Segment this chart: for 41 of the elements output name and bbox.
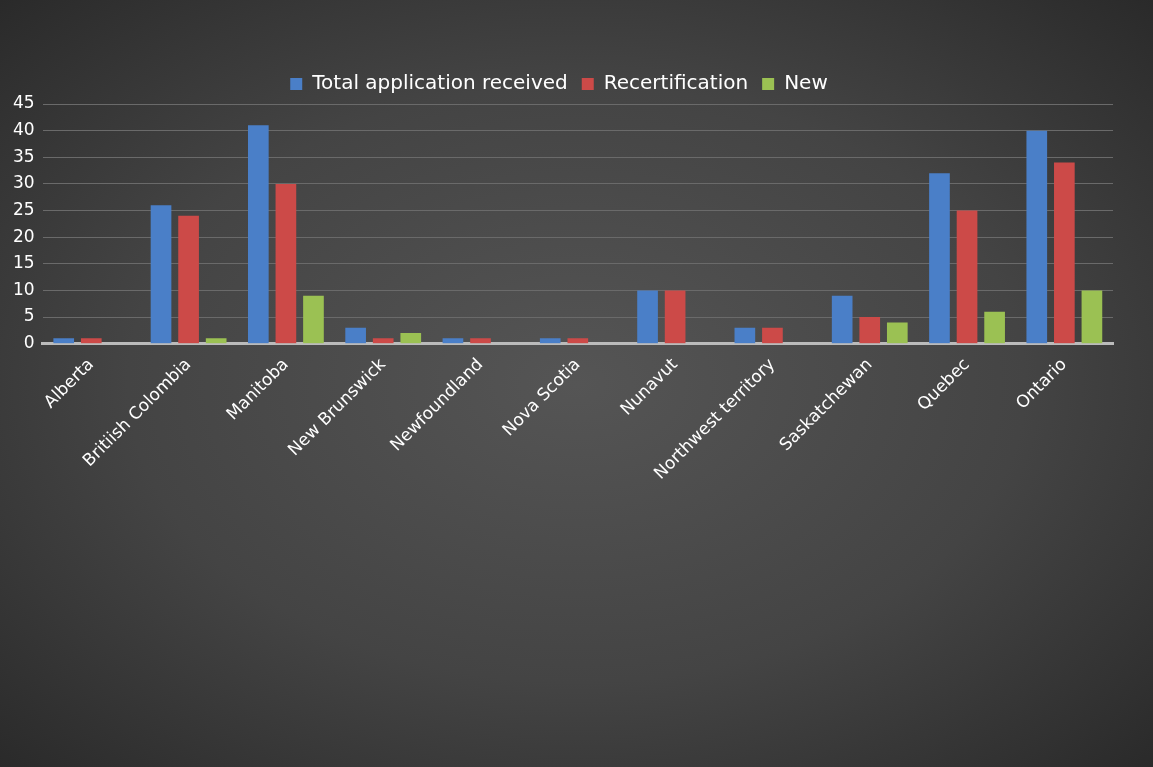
bar bbox=[275, 183, 297, 344]
bar bbox=[1054, 162, 1075, 344]
legend-label: Total application received bbox=[311, 70, 568, 95]
bar bbox=[80, 338, 102, 344]
bar bbox=[539, 338, 561, 344]
y-tick-label: 5 bbox=[23, 305, 35, 326]
bar bbox=[984, 311, 1005, 344]
bar bbox=[637, 290, 658, 344]
y-tick-label: 35 bbox=[12, 145, 35, 166]
bar bbox=[1026, 130, 1048, 344]
y-tick-label: 40 bbox=[12, 119, 35, 140]
bar bbox=[247, 125, 269, 344]
bar bbox=[831, 295, 853, 344]
bar bbox=[929, 173, 950, 344]
bar bbox=[150, 205, 172, 344]
bar bbox=[178, 215, 199, 344]
bar bbox=[345, 327, 366, 344]
bar bbox=[567, 338, 589, 344]
bar bbox=[1081, 290, 1103, 344]
bar bbox=[886, 322, 908, 344]
y-tick-label: 15 bbox=[12, 252, 35, 273]
bar bbox=[205, 338, 227, 344]
y-tick-label: 45 bbox=[12, 92, 35, 113]
y-tick-label: 25 bbox=[12, 198, 35, 219]
y-tick-label: 10 bbox=[12, 278, 35, 299]
legend-label: Recertification bbox=[603, 70, 749, 95]
bar bbox=[53, 338, 75, 344]
y-tick-label: 20 bbox=[12, 225, 35, 246]
y-tick-label: 0 bbox=[23, 332, 35, 353]
y-tick-label: 30 bbox=[12, 172, 35, 193]
bar bbox=[664, 290, 686, 344]
bar bbox=[303, 295, 324, 344]
bar bbox=[956, 210, 978, 344]
bar bbox=[372, 338, 394, 344]
bar bbox=[442, 338, 464, 344]
bar bbox=[762, 327, 783, 344]
legend-label: New bbox=[784, 70, 828, 95]
bar bbox=[470, 338, 491, 344]
bar bbox=[859, 317, 881, 344]
bar bbox=[734, 327, 756, 344]
bar bbox=[400, 333, 422, 344]
